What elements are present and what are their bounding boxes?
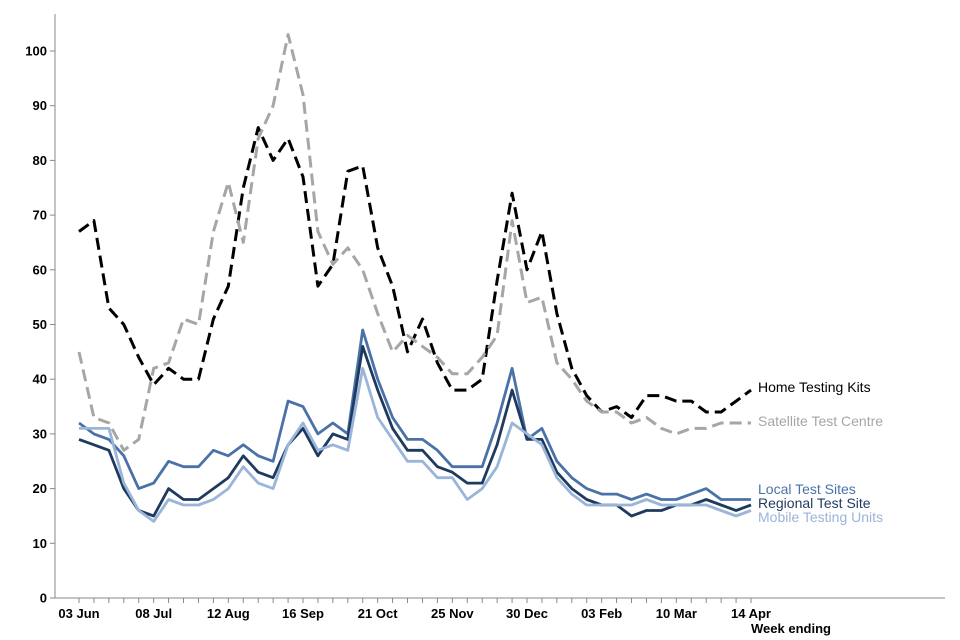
y-tick-label: 60 — [33, 262, 47, 277]
y-tick-label: 90 — [33, 98, 47, 113]
series-line-satellite-test-centre — [77, 33, 751, 452]
series-line-local-test-sites — [78, 328, 751, 501]
x-axis-title: Week ending — [751, 621, 831, 636]
series-lines — [77, 33, 752, 523]
y-tick-label: 70 — [33, 208, 47, 223]
series-line-regional-test-site — [78, 344, 752, 518]
series-label-home-testing-kits: Home Testing Kits — [758, 379, 871, 395]
y-tick-label: 80 — [33, 153, 47, 168]
x-tick-label: 25 Nov — [431, 606, 474, 621]
x-tick-label: 10 Mar — [656, 606, 697, 621]
x-axis-ticks: 03 Jun 08 Jul 12 Aug 16 Sep 21 Oct 25 Nov 30 D… — [58, 598, 771, 621]
y-tick-label: 0 — [40, 591, 47, 606]
x-tick-label: 08 Jul — [135, 606, 172, 621]
series-label-satellite-test-centre: Satellite Test Centre — [758, 413, 883, 429]
series-label-mobile-testing-units: Mobile Testing Units — [758, 509, 883, 525]
y-tick-label: 10 — [33, 536, 47, 551]
x-tick-label: 30 Dec — [506, 606, 548, 621]
y-tick-label: 30 — [33, 426, 47, 441]
y-axis-ticks: 0 10 20 30 40 50 60 70 80 90 100 — [25, 44, 55, 606]
y-tick-label: 40 — [33, 372, 47, 387]
x-tick-label: 03 Feb — [581, 606, 622, 621]
x-tick-label: 14 Apr — [731, 606, 771, 621]
x-tick-label: 16 Sep — [282, 606, 324, 621]
y-tick-label: 50 — [33, 317, 47, 332]
x-tick-label: 12 Aug — [207, 606, 250, 621]
axes — [54, 14, 945, 599]
x-tick-label: 21 Oct — [358, 606, 398, 621]
y-tick-label: 20 — [33, 481, 47, 496]
y-tick-label: 100 — [25, 44, 47, 59]
series-line-home-testing-kits — [78, 126, 752, 419]
series-labels: Home Testing Kits Satellite Test Centre Lo… — [758, 379, 883, 525]
series-label-local-test-sites: Local Test Sites — [758, 481, 856, 497]
series-line-mobile-testing-units — [79, 366, 752, 523]
x-tick-label: 03 Jun — [58, 606, 99, 621]
series-label-regional-test-site: Regional Test Site — [758, 495, 871, 511]
